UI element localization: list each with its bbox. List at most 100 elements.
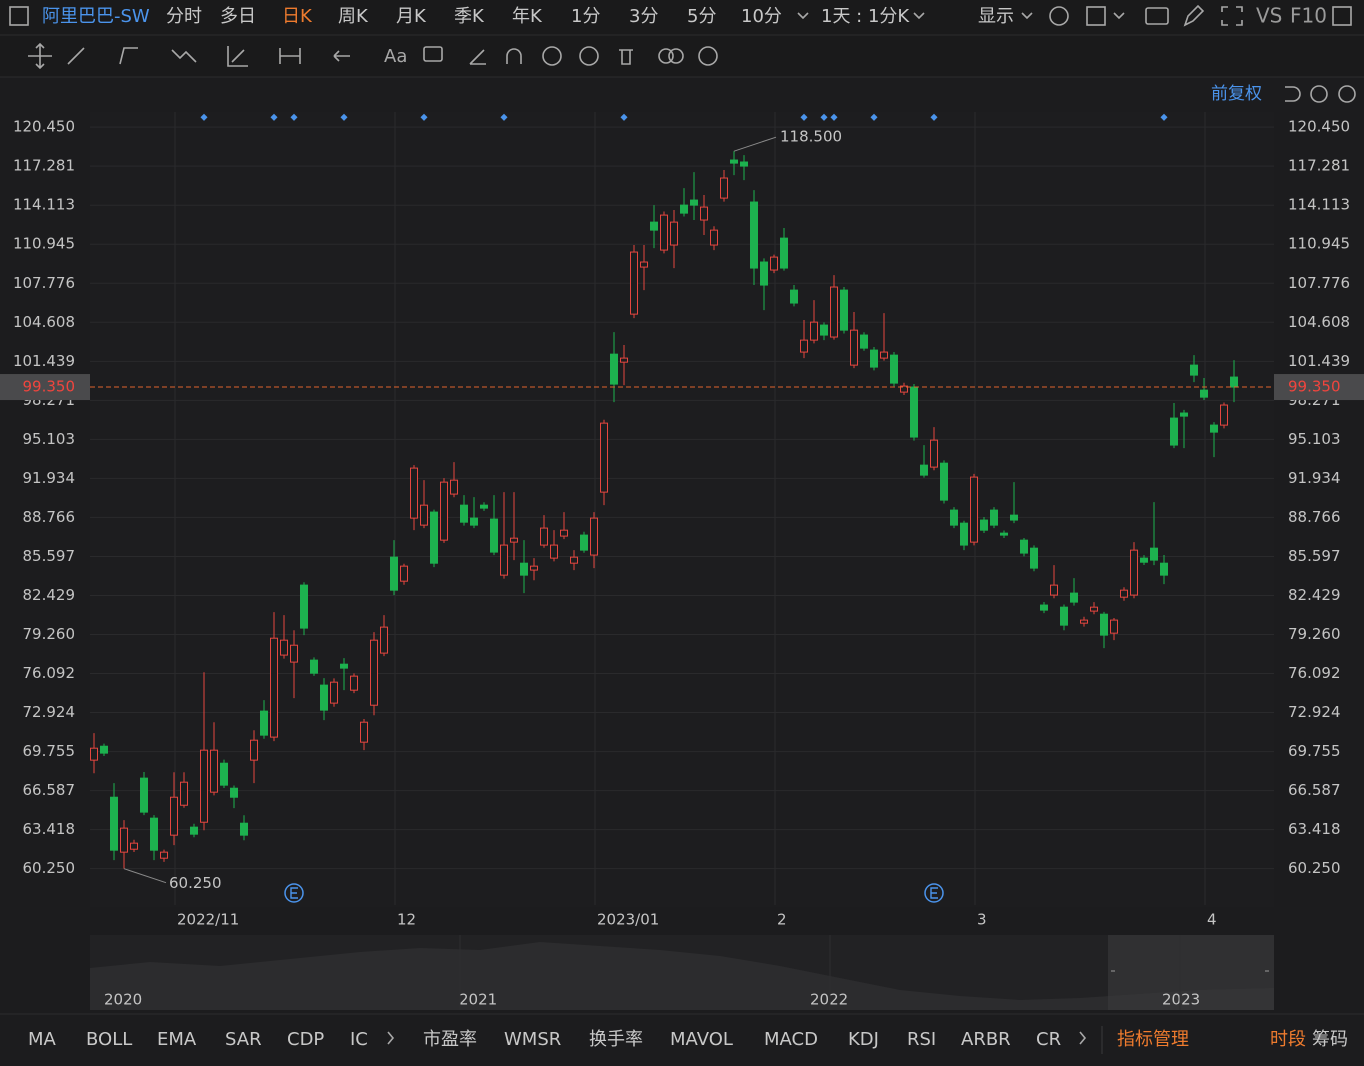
candle-body <box>790 289 798 304</box>
candle-body <box>1220 404 1228 426</box>
chips-button[interactable]: 筹码 <box>1312 1029 1348 1050</box>
interval-select[interactable]: 1天 : 1分K <box>821 6 910 27</box>
lock-tool[interactable] <box>542 46 562 66</box>
indicator-tab[interactable]: BOLL <box>86 1029 132 1050</box>
candle-body <box>370 639 378 706</box>
zoom-in[interactable] <box>1338 85 1356 103</box>
scroll-arrows[interactable] <box>387 1031 1087 1045</box>
move-tool[interactable] <box>28 42 52 70</box>
adjust-mode[interactable]: 前复权 <box>1211 84 1262 104</box>
navigator-window[interactable] <box>1108 935 1274 1010</box>
candle-body <box>520 562 528 576</box>
event-marker[interactable] <box>270 113 278 121</box>
indicator-tab[interactable]: CR <box>1036 1029 1061 1050</box>
fullscreen-icon[interactable] <box>1221 6 1243 26</box>
event-marker[interactable] <box>930 113 938 121</box>
period-tab[interactable]: 多日 <box>220 6 256 27</box>
event-marker[interactable] <box>800 113 808 121</box>
indicator-tab[interactable]: KDJ <box>848 1029 879 1050</box>
session-button[interactable]: 时段 <box>1270 1029 1306 1050</box>
indicator-tab[interactable]: EMA <box>157 1029 197 1050</box>
event-marker[interactable] <box>500 113 508 121</box>
candle-body <box>820 324 828 336</box>
layout-icon[interactable] <box>1086 6 1106 26</box>
arrow-tool[interactable] <box>333 50 350 62</box>
y-tick-label-right: 88.766 <box>1288 508 1341 526</box>
event-marker[interactable] <box>340 113 348 121</box>
indicator-tab[interactable]: CDP <box>287 1029 324 1050</box>
indicator-tab[interactable]: MA <box>28 1029 57 1050</box>
candle-body <box>1050 584 1058 596</box>
event-marker[interactable] <box>620 113 628 121</box>
period-tab[interactable]: 年K <box>512 6 543 27</box>
measure-tool[interactable] <box>279 48 301 64</box>
candle-body <box>330 681 338 704</box>
indicator-tab[interactable]: RSI <box>907 1029 936 1050</box>
vs-button[interactable]: VS <box>1256 4 1282 28</box>
y-tick-label: 101.439 <box>13 352 75 370</box>
event-marker[interactable] <box>820 113 828 121</box>
period-tab[interactable]: 月K <box>396 6 427 27</box>
indicator-tab[interactable]: ARBR <box>961 1029 1011 1050</box>
indicator-tab[interactable]: MAVOL <box>670 1029 733 1050</box>
hide-tool[interactable] <box>579 46 599 66</box>
candle-body <box>830 286 838 338</box>
event-marker[interactable] <box>830 113 838 121</box>
navigator-year: 2022 <box>810 991 848 1009</box>
event-marker[interactable] <box>200 113 208 121</box>
reset-icon[interactable] <box>1285 86 1301 102</box>
zoom-out[interactable] <box>1310 85 1328 103</box>
display-menu[interactable]: 显示 <box>978 6 1014 27</box>
period-tab[interactable]: 5分 <box>687 6 716 27</box>
candle-body <box>640 261 648 268</box>
line-tool[interactable] <box>67 47 85 65</box>
indicator-tab[interactable]: IC <box>350 1029 368 1050</box>
event-marker[interactable] <box>290 113 298 121</box>
event-marker[interactable] <box>870 113 878 121</box>
indicator-tab[interactable]: 换手率 <box>589 1029 643 1050</box>
channel-tool[interactable] <box>119 47 138 65</box>
camera-icon[interactable] <box>1145 7 1169 25</box>
candle-body <box>430 511 438 564</box>
sidebar-icon[interactable] <box>9 6 29 26</box>
magnet-tool[interactable] <box>506 48 522 64</box>
candle-body <box>1130 549 1138 596</box>
candle-body <box>490 518 498 553</box>
candle-body <box>120 827 128 853</box>
text-tool[interactable]: Aa <box>384 46 407 67</box>
y-tick-label-right: 79.260 <box>1288 625 1341 643</box>
candle-body <box>590 517 598 556</box>
period-tab[interactable]: 3分 <box>629 6 658 27</box>
delete-tool[interactable] <box>619 49 633 65</box>
compare-tool[interactable] <box>658 48 674 64</box>
period-tab[interactable]: 分时 <box>166 6 202 27</box>
wave-tool[interactable] <box>171 49 197 63</box>
period-tab[interactable]: 周K <box>338 6 369 27</box>
period-tab[interactable]: 10分 <box>741 6 782 27</box>
angle-tool[interactable] <box>469 49 486 65</box>
y-tick-label-right: 110.945 <box>1288 235 1350 253</box>
x-tick-label: 4 <box>1207 911 1217 929</box>
note-tool[interactable] <box>423 46 443 62</box>
indicator-tab[interactable]: 市盈率 <box>423 1029 477 1050</box>
pen-icon[interactable] <box>1183 4 1205 27</box>
tool-settings[interactable] <box>698 46 718 66</box>
settings-icon[interactable] <box>1049 6 1069 26</box>
fib-tool[interactable] <box>227 46 248 67</box>
candle-body <box>880 351 888 359</box>
earnings-marker[interactable] <box>284 883 304 903</box>
period-tab[interactable]: 1分 <box>571 6 600 27</box>
indicator-manage[interactable]: 指标管理 <box>1117 1029 1189 1050</box>
event-marker[interactable] <box>420 113 428 121</box>
indicator-tab[interactable]: MACD <box>764 1029 818 1050</box>
panel-icon[interactable] <box>1332 6 1352 26</box>
earnings-marker[interactable] <box>924 883 944 903</box>
period-tab[interactable]: 季K <box>454 6 485 27</box>
indicator-tab[interactable]: WMSR <box>504 1029 561 1050</box>
period-tab[interactable]: 日K <box>282 6 313 27</box>
indicator-tab[interactable]: SAR <box>225 1029 262 1050</box>
symbol-name[interactable]: 阿里巴巴-SW <box>42 6 150 27</box>
f10-button[interactable]: F10 <box>1290 4 1327 28</box>
candle-body <box>1000 532 1008 536</box>
compare-tool[interactable] <box>668 48 684 64</box>
